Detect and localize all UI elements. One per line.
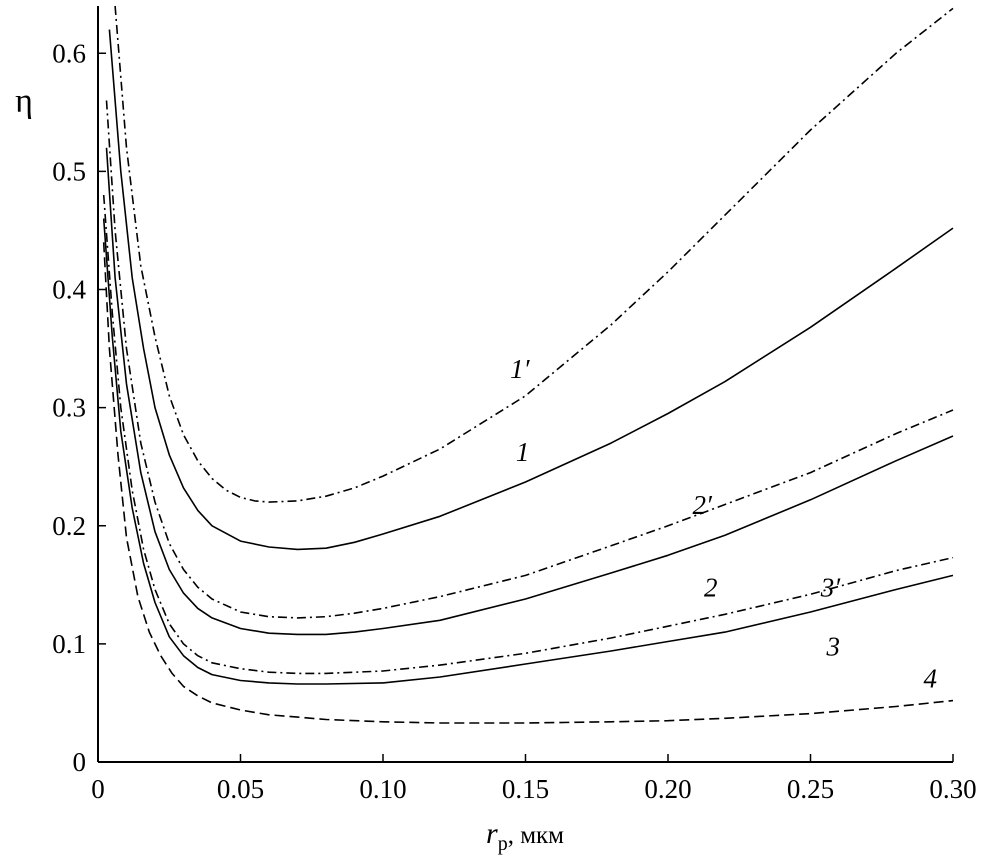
y-tick-label: 0.3 [52,393,86,423]
x-axis-title-subscript: p [498,833,508,855]
curve-label-4: 2 [704,573,718,603]
curve-label-3: 2′ [692,490,713,520]
y-tick-label: 0.5 [52,156,86,186]
curve-series-3 [105,100,954,619]
curve-label-7: 4 [923,664,937,694]
x-axis-title: rp, мкм [486,817,564,855]
x-tick-label: 0.30 [929,774,976,804]
curve-series-5 [102,194,954,675]
x-tick-label: 0.25 [787,774,834,804]
curve-group [102,5,954,724]
x-tick-label: 0.20 [644,774,691,804]
curve-labels: 1′ 1 2′ 2 3′ 3 4 [510,354,937,693]
x-tick-label: 0 [91,774,105,804]
curve-label-6: 3 [826,632,841,662]
curve-series-1 [114,5,954,503]
y-tick-label: 0.4 [52,275,86,305]
curve-series-4 [105,147,954,636]
curve-series-7 [102,242,954,724]
x-axis-title-unit: , мкм [508,822,564,849]
y-ticks: 0 0.1 0.2 0.3 0.4 0.5 0.6 [52,38,106,777]
x-ticks: 0 0.05 0.10 0.15 0.20 0.25 0.30 [91,754,977,804]
x-tick-label: 0.15 [502,774,549,804]
x-axis-title-symbol: r [486,817,498,850]
y-tick-label: 0.6 [52,38,86,68]
curve-label-5: 3′ [820,573,842,603]
y-tick-label: 0 [73,747,87,777]
curve-label-1: 1′ [510,354,531,384]
curve-series-6 [102,218,954,685]
y-tick-label: 0.2 [52,511,86,541]
x-tick-label: 0.10 [359,774,406,804]
curve-label-2: 1 [516,437,530,467]
curve-series-2 [108,29,954,551]
x-tick-label: 0.05 [217,774,264,804]
y-tick-label: 0.1 [52,629,86,659]
y-axis-title: η [15,83,33,120]
